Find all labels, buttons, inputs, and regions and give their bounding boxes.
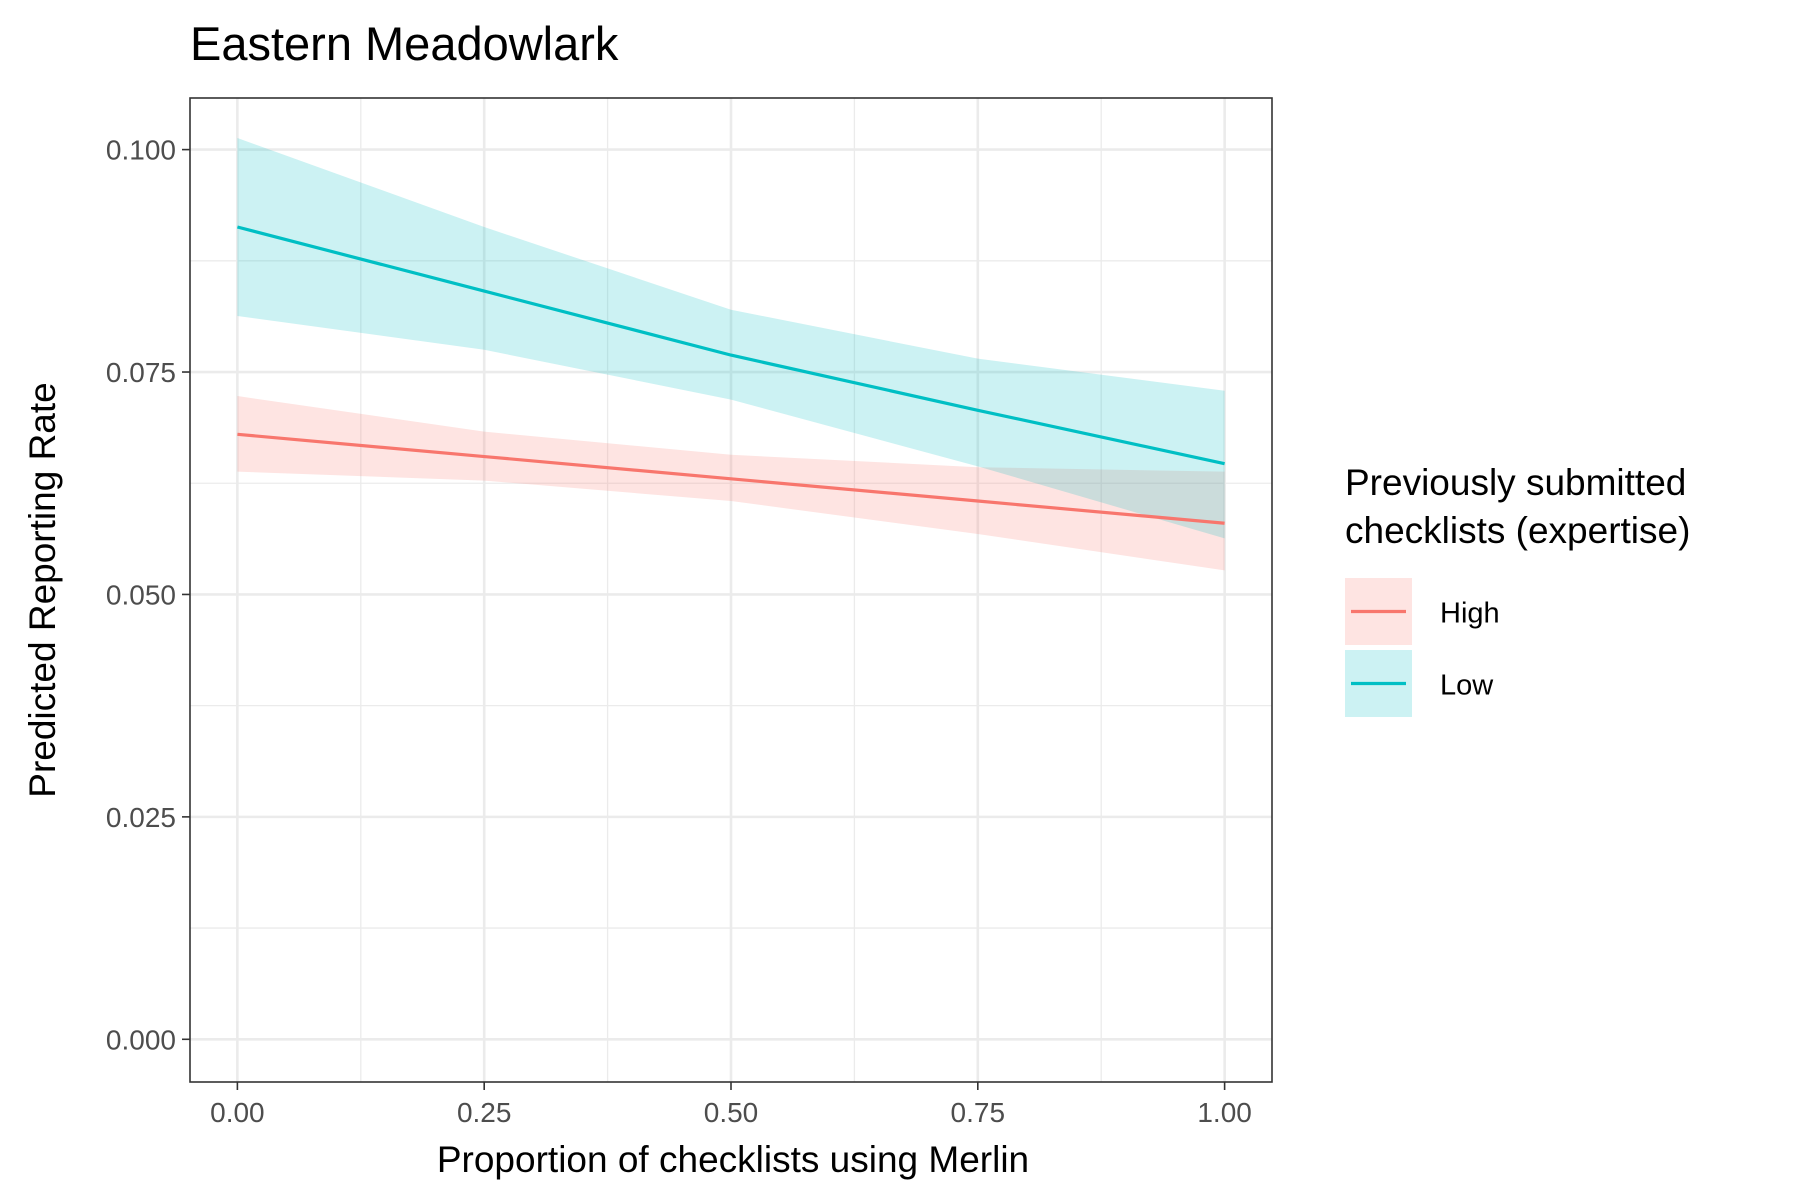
x-tick-label: 1.00 [1197, 1097, 1252, 1128]
x-tick-label: 0.50 [704, 1097, 759, 1128]
legend-title-line-1: Previously submitted [1345, 462, 1686, 503]
confidence-band-high [237, 396, 1225, 571]
y-tick-label: 0.075 [106, 357, 176, 388]
legend: Previously submitted checklists (experti… [1345, 462, 1690, 717]
y-tick-label: 0.025 [106, 802, 176, 833]
x-tick-label: 0.00 [210, 1097, 265, 1128]
chart-title: Eastern Meadowlark [190, 17, 619, 70]
y-tick-label: 0.100 [106, 135, 176, 166]
y-axis-title: Predicted Reporting Rate [22, 382, 63, 797]
legend-item-high: High [1345, 578, 1500, 645]
legend-title-line-2: checklists (expertise) [1345, 510, 1690, 551]
confidence-bands [237, 138, 1225, 571]
x-axis-title: Proportion of checklists using Merlin [437, 1139, 1029, 1180]
legend-items: High Low [1345, 578, 1500, 717]
legend-item-low: Low [1345, 650, 1494, 717]
x-tick-label: 0.75 [951, 1097, 1006, 1128]
series-line-high [237, 432, 1225, 525]
y-tick-label: 0.050 [106, 579, 176, 610]
series-lines [236, 225, 1225, 525]
y-axis-ticks: 0.000 0.025 0.050 0.075 0.100 [106, 135, 190, 1055]
series-line-low [236, 225, 1225, 466]
grid-major [190, 98, 1272, 1082]
x-tick-label: 0.25 [457, 1097, 512, 1128]
legend-label: High [1440, 598, 1500, 630]
y-tick-label: 0.000 [106, 1024, 176, 1055]
legend-label: Low [1440, 670, 1494, 702]
confidence-band-low [237, 138, 1225, 539]
x-axis-ticks: 0.00 0.25 0.50 0.75 1.00 [210, 1082, 1252, 1128]
